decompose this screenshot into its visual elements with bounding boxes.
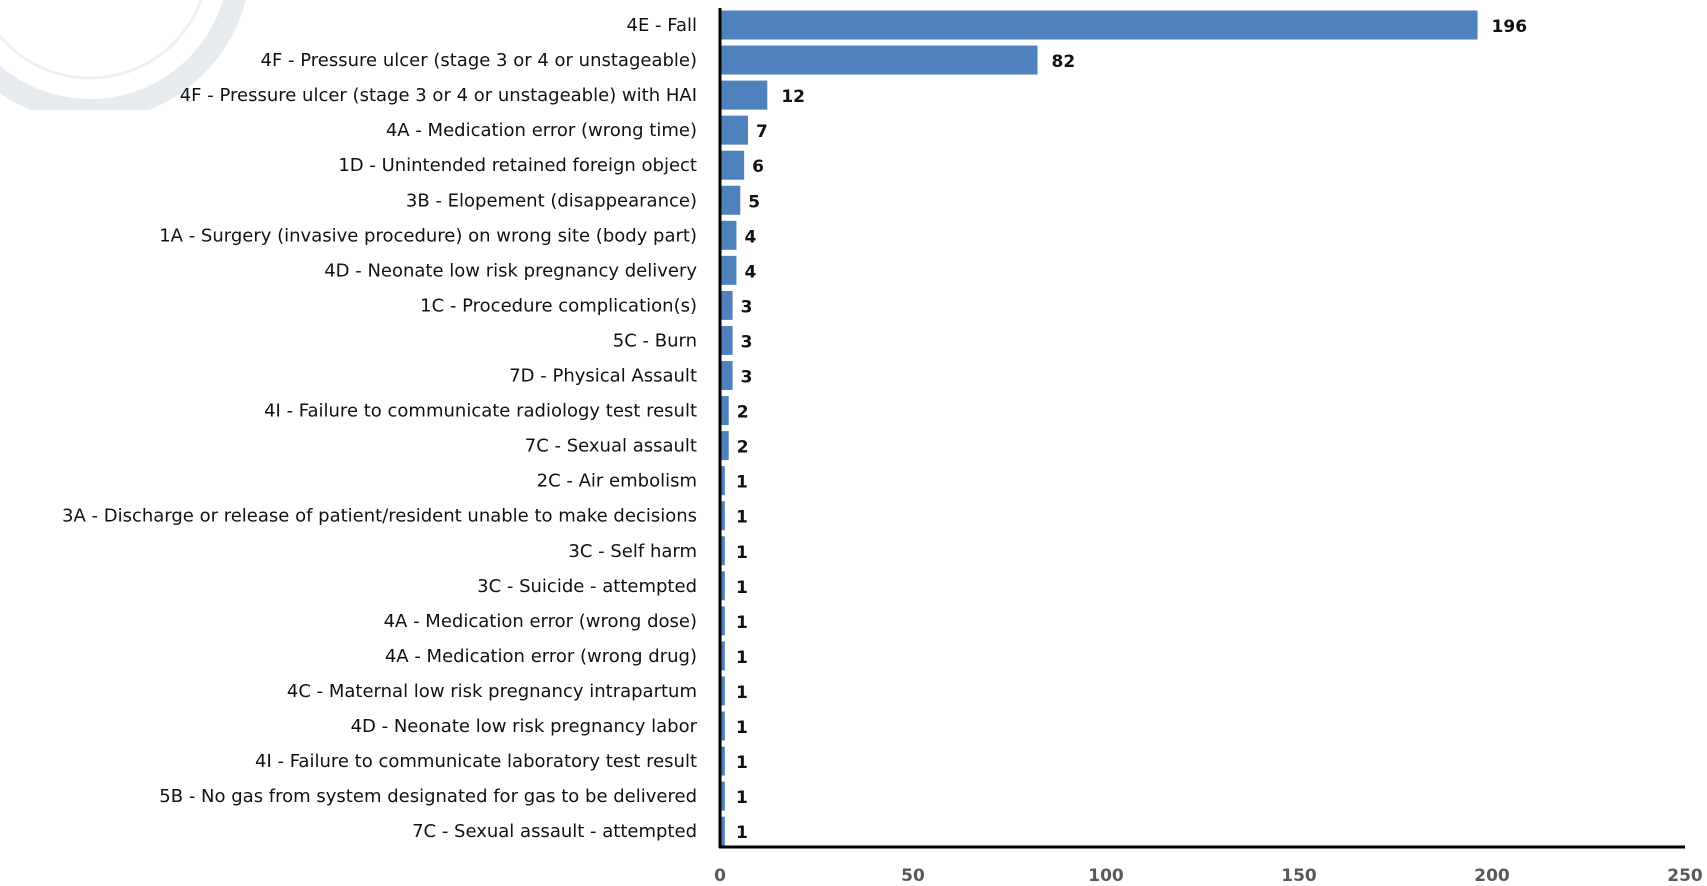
bar (721, 536, 725, 566)
category-labels: 4E - Fall 4F - Pressure ulcer (stage 3 or… (62, 15, 698, 842)
data-label: 1 (736, 718, 748, 738)
x-tick-label: 100 (1088, 866, 1124, 886)
category-label: 3C - Self harm (568, 541, 697, 562)
bar (721, 255, 737, 285)
bar (721, 711, 725, 741)
bar (721, 746, 725, 776)
bar (721, 290, 733, 320)
bar (721, 185, 741, 215)
data-label: 196 (1492, 17, 1528, 37)
category-label: 4E - Fall (627, 15, 698, 36)
category-label: 5C - Burn (613, 330, 697, 351)
bar (721, 361, 733, 390)
category-label: 4D - Neonate low risk pregnancy labor (351, 716, 698, 737)
bar (721, 45, 1038, 75)
data-label: 7 (756, 122, 768, 142)
category-label: 1C - Procedure complication(s) (420, 295, 697, 316)
data-label: 4 (744, 227, 756, 247)
data-label: 6 (752, 157, 764, 177)
category-label: 1D - Unintended retained foreign object (338, 155, 697, 176)
x-tick-label: 200 (1474, 866, 1510, 886)
data-label: 1 (736, 613, 748, 633)
category-label: 7D - Physical Assault (509, 366, 697, 387)
bar (721, 150, 745, 180)
x-tick-label: 250 (1667, 866, 1703, 886)
data-label: 12 (781, 87, 805, 107)
category-label: 4F - Pressure ulcer (stage 3 or 4 or uns… (261, 50, 698, 71)
bar (721, 676, 725, 706)
data-label: 3 (741, 297, 753, 317)
x-tick-label: 0 (714, 866, 726, 886)
bar (721, 606, 725, 636)
bar (721, 396, 729, 426)
category-label: 1A - Surgery (invasive procedure) on wro… (159, 225, 697, 246)
x-tick-label: 150 (1281, 866, 1317, 886)
data-label: 1 (736, 648, 748, 668)
bar (721, 641, 725, 671)
data-label: 1 (736, 683, 748, 703)
data-label: 2 (737, 438, 749, 458)
bar (721, 220, 737, 250)
category-label: 4I - Failure to communicate radiology te… (264, 401, 697, 422)
value-labels: 196 82 12 7 6 5 4 4 3 3 3 2 2 1 1 1 1 1 1 1 1 1 1 1 (736, 17, 1527, 843)
bar (721, 816, 725, 846)
data-label: 82 (1052, 52, 1076, 72)
category-label: 2C - Air embolism (537, 471, 697, 492)
data-label: 1 (736, 788, 748, 808)
bar (721, 781, 725, 811)
data-label: 2 (737, 403, 749, 423)
bar (721, 80, 768, 110)
data-label: 1 (736, 473, 748, 493)
category-label: 4C - Maternal low risk pregnancy intrapa… (287, 681, 697, 702)
data-label: 5 (748, 192, 760, 212)
bar (721, 571, 725, 601)
category-label: 4I - Failure to communicate laboratory t… (255, 751, 697, 772)
data-label: 1 (736, 753, 748, 773)
data-label: 1 (736, 578, 748, 598)
data-label: 1 (736, 823, 748, 843)
x-tick-labels: 0 50 100 150 200 250 (714, 866, 1703, 886)
bar (721, 325, 733, 355)
x-tick-label: 50 (901, 866, 925, 886)
data-label: 4 (744, 262, 756, 282)
bar (721, 501, 725, 531)
category-label: 3C - Suicide - attempted (477, 576, 697, 597)
category-label: 4F - Pressure ulcer (stage 3 or 4 or uns… (180, 85, 697, 106)
bar (721, 10, 1478, 40)
category-label: 7C - Sexual assault - attempted (412, 821, 697, 842)
bar (721, 431, 729, 461)
bar (721, 115, 749, 145)
seal-watermark (0, 0, 246, 110)
category-label: 4D - Neonate low risk pregnancy delivery (324, 260, 697, 281)
category-label: 4A - Medication error (wrong drug) (385, 646, 697, 667)
category-label: 5B - No gas from system designated for g… (159, 786, 697, 807)
bars-layer (721, 10, 1478, 846)
data-label: 3 (741, 368, 753, 388)
category-label: 3B - Elopement (disappearance) (406, 190, 697, 211)
data-label: 3 (741, 332, 753, 352)
category-label: 4A - Medication error (wrong time) (386, 120, 697, 141)
category-label: 7C - Sexual assault (525, 436, 697, 457)
category-label: 3A - Discharge or release of patient/res… (62, 506, 697, 527)
axes (718, 8, 1685, 849)
data-label: 1 (736, 543, 748, 563)
data-label: 1 (736, 508, 748, 528)
category-label: 4A - Medication error (wrong dose) (384, 611, 697, 632)
bar (721, 466, 725, 496)
